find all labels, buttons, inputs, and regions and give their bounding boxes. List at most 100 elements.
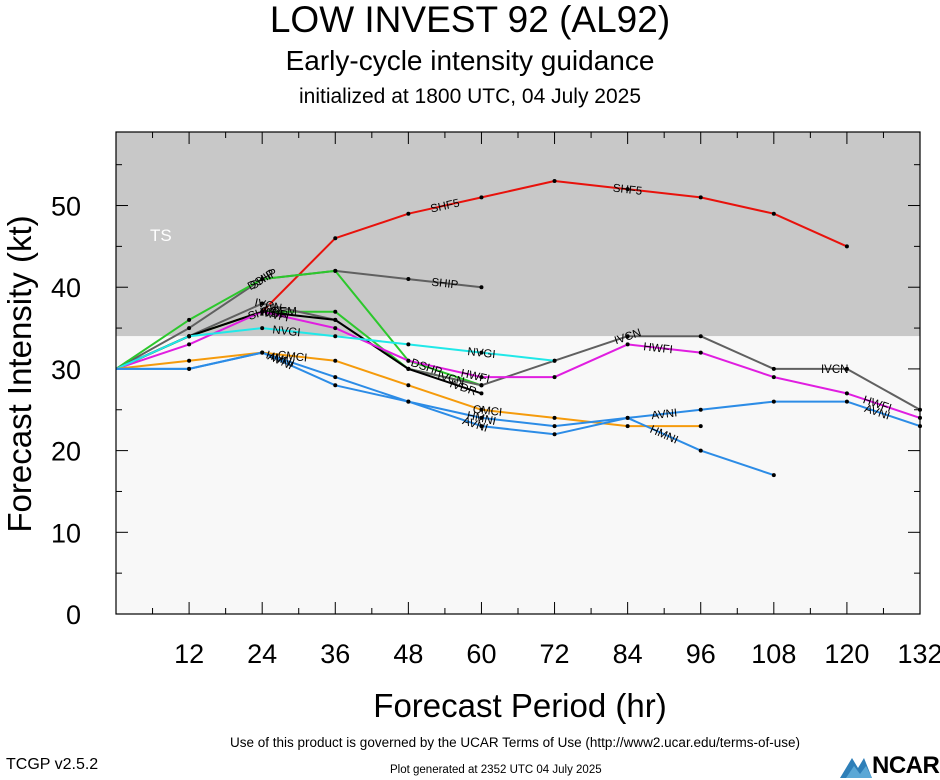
data-point-cmci — [187, 358, 192, 363]
data-point-cmci — [698, 424, 703, 429]
series-label-text: CMCI — [472, 404, 503, 419]
axis-ticks: 12 24 36 48 60 72 84 96 108 120 132 0 10 20 30 40 50 — [51, 132, 940, 669]
data-point-shf5 — [844, 244, 849, 249]
data-point-dshp — [333, 268, 338, 273]
y-tick-label: 50 — [51, 192, 81, 222]
data-point-nvgi — [406, 342, 411, 347]
y-tick-label: 0 — [66, 600, 81, 630]
series-label-ship: SHIP — [431, 277, 459, 292]
data-point-cmci — [625, 424, 630, 429]
data-point-nvgi — [552, 358, 557, 363]
data-point-ivcn — [771, 366, 776, 371]
series-line-avni — [116, 351, 921, 436]
data-point-ivcn — [698, 334, 703, 339]
y-tick-label: 10 — [51, 518, 81, 548]
series-label-ivcn: IVCN — [821, 364, 848, 376]
x-tick-label: 120 — [824, 639, 869, 669]
x-tick-label: 132 — [897, 639, 940, 669]
data-point-hwfi — [406, 358, 411, 363]
series-label-text: IVCN — [436, 371, 465, 389]
series-label-text: SHIP — [431, 277, 459, 292]
data-point-avni — [771, 399, 776, 404]
generated-time: Plot generated at 2352 UTC 04 July 2025 — [390, 764, 602, 776]
data-point-ivdr — [333, 317, 338, 322]
series-label-nvgi: NVGI — [272, 324, 301, 339]
data-point-shf5 — [552, 179, 557, 184]
y-tick-label: 40 — [51, 273, 81, 303]
y-tick-label: 30 — [51, 355, 81, 385]
data-point-avni — [187, 366, 192, 371]
data-point-shf5 — [625, 187, 630, 192]
data-point-dshp — [260, 277, 265, 282]
y-tick-label: 20 — [51, 437, 81, 467]
plot-frame — [115, 131, 921, 615]
data-point-dshp — [187, 317, 192, 322]
band-1 — [116, 336, 920, 614]
initialization-time: initialized at 1800 UTC, 04 July 2025 — [298, 85, 642, 108]
series-label-ivcn: IVCN — [253, 297, 282, 315]
series-label-cmci: CMCI — [277, 349, 308, 364]
x-tick-label: 60 — [466, 639, 496, 669]
data-point-hwfi — [333, 326, 338, 331]
series-label-nvgi: NVGI — [467, 346, 496, 361]
band-0 — [116, 132, 920, 337]
x-tick-label: 72 — [540, 639, 570, 669]
data-point-hwfi — [698, 350, 703, 355]
series-line-hwfi — [115, 310, 921, 419]
data-point-avni — [625, 415, 630, 420]
data-point-lgem — [333, 309, 338, 314]
data-point-nvgi — [187, 334, 192, 339]
data-point-shf5 — [406, 211, 411, 216]
data-point-ivcn — [260, 301, 265, 306]
series-label-shf5: SHF5 — [612, 183, 643, 198]
data-point-ship — [479, 285, 484, 290]
x-tick-label: 48 — [393, 639, 423, 669]
data-point-hwfi — [187, 342, 192, 347]
data-point-ivcn — [844, 366, 849, 371]
data-point-avni — [406, 399, 411, 404]
data-point-avni — [698, 407, 703, 412]
series-label-avni: AVNI — [651, 407, 678, 422]
x-tick-label: 12 — [174, 639, 204, 669]
data-point-nvgi — [260, 326, 265, 331]
data-point-ivcn — [625, 334, 630, 339]
terms-of-use: Use of this product is governed by the U… — [230, 735, 800, 750]
data-point-hwfi — [844, 391, 849, 396]
data-point-hmni — [771, 473, 776, 478]
y-axis-label: Forecast Intensity (kt) — [1, 215, 38, 533]
data-point-nvgi — [479, 350, 484, 355]
data-point-avni — [479, 424, 484, 429]
series-label-text: IVDR — [260, 307, 289, 322]
data-point-hmni — [552, 424, 557, 429]
data-point-cmci — [479, 407, 484, 412]
data-point-avni — [260, 350, 265, 355]
data-point-ivcn — [479, 383, 484, 388]
data-point-avni — [844, 399, 849, 404]
data-point-avni — [333, 383, 338, 388]
data-point-ivdr — [406, 366, 411, 371]
data-point-ship — [406, 277, 411, 282]
series-label-ivdr: IVDR — [260, 307, 289, 322]
data-point-hmni — [333, 375, 338, 380]
series-label-cmci: CMCI — [472, 404, 503, 419]
series-label-text: IVCN — [253, 297, 282, 315]
data-point-ship — [187, 326, 192, 331]
data-point-shf5 — [771, 211, 776, 216]
chart-subtitle: Early-cycle intensity guidance — [285, 45, 655, 76]
data-point-ivdr — [479, 391, 484, 396]
x-tick-label: 96 — [686, 639, 716, 669]
ts-band-label: TS — [150, 226, 172, 245]
intensity-bands — [116, 132, 920, 614]
x-tick-label: 36 — [320, 639, 350, 669]
data-point-hwfi — [479, 375, 484, 380]
data-point-cmci — [552, 415, 557, 420]
series-line-ivcn — [115, 302, 921, 411]
data-point-avni — [552, 432, 557, 437]
data-point-hmni — [479, 415, 484, 420]
ncar-logo-icon — [840, 758, 872, 778]
data-point-hwfi — [260, 309, 265, 314]
series-label-text: AVNI — [651, 407, 678, 422]
series-label-text: NVGI — [467, 346, 496, 361]
series-label-hwfi: HWFI — [643, 341, 674, 356]
